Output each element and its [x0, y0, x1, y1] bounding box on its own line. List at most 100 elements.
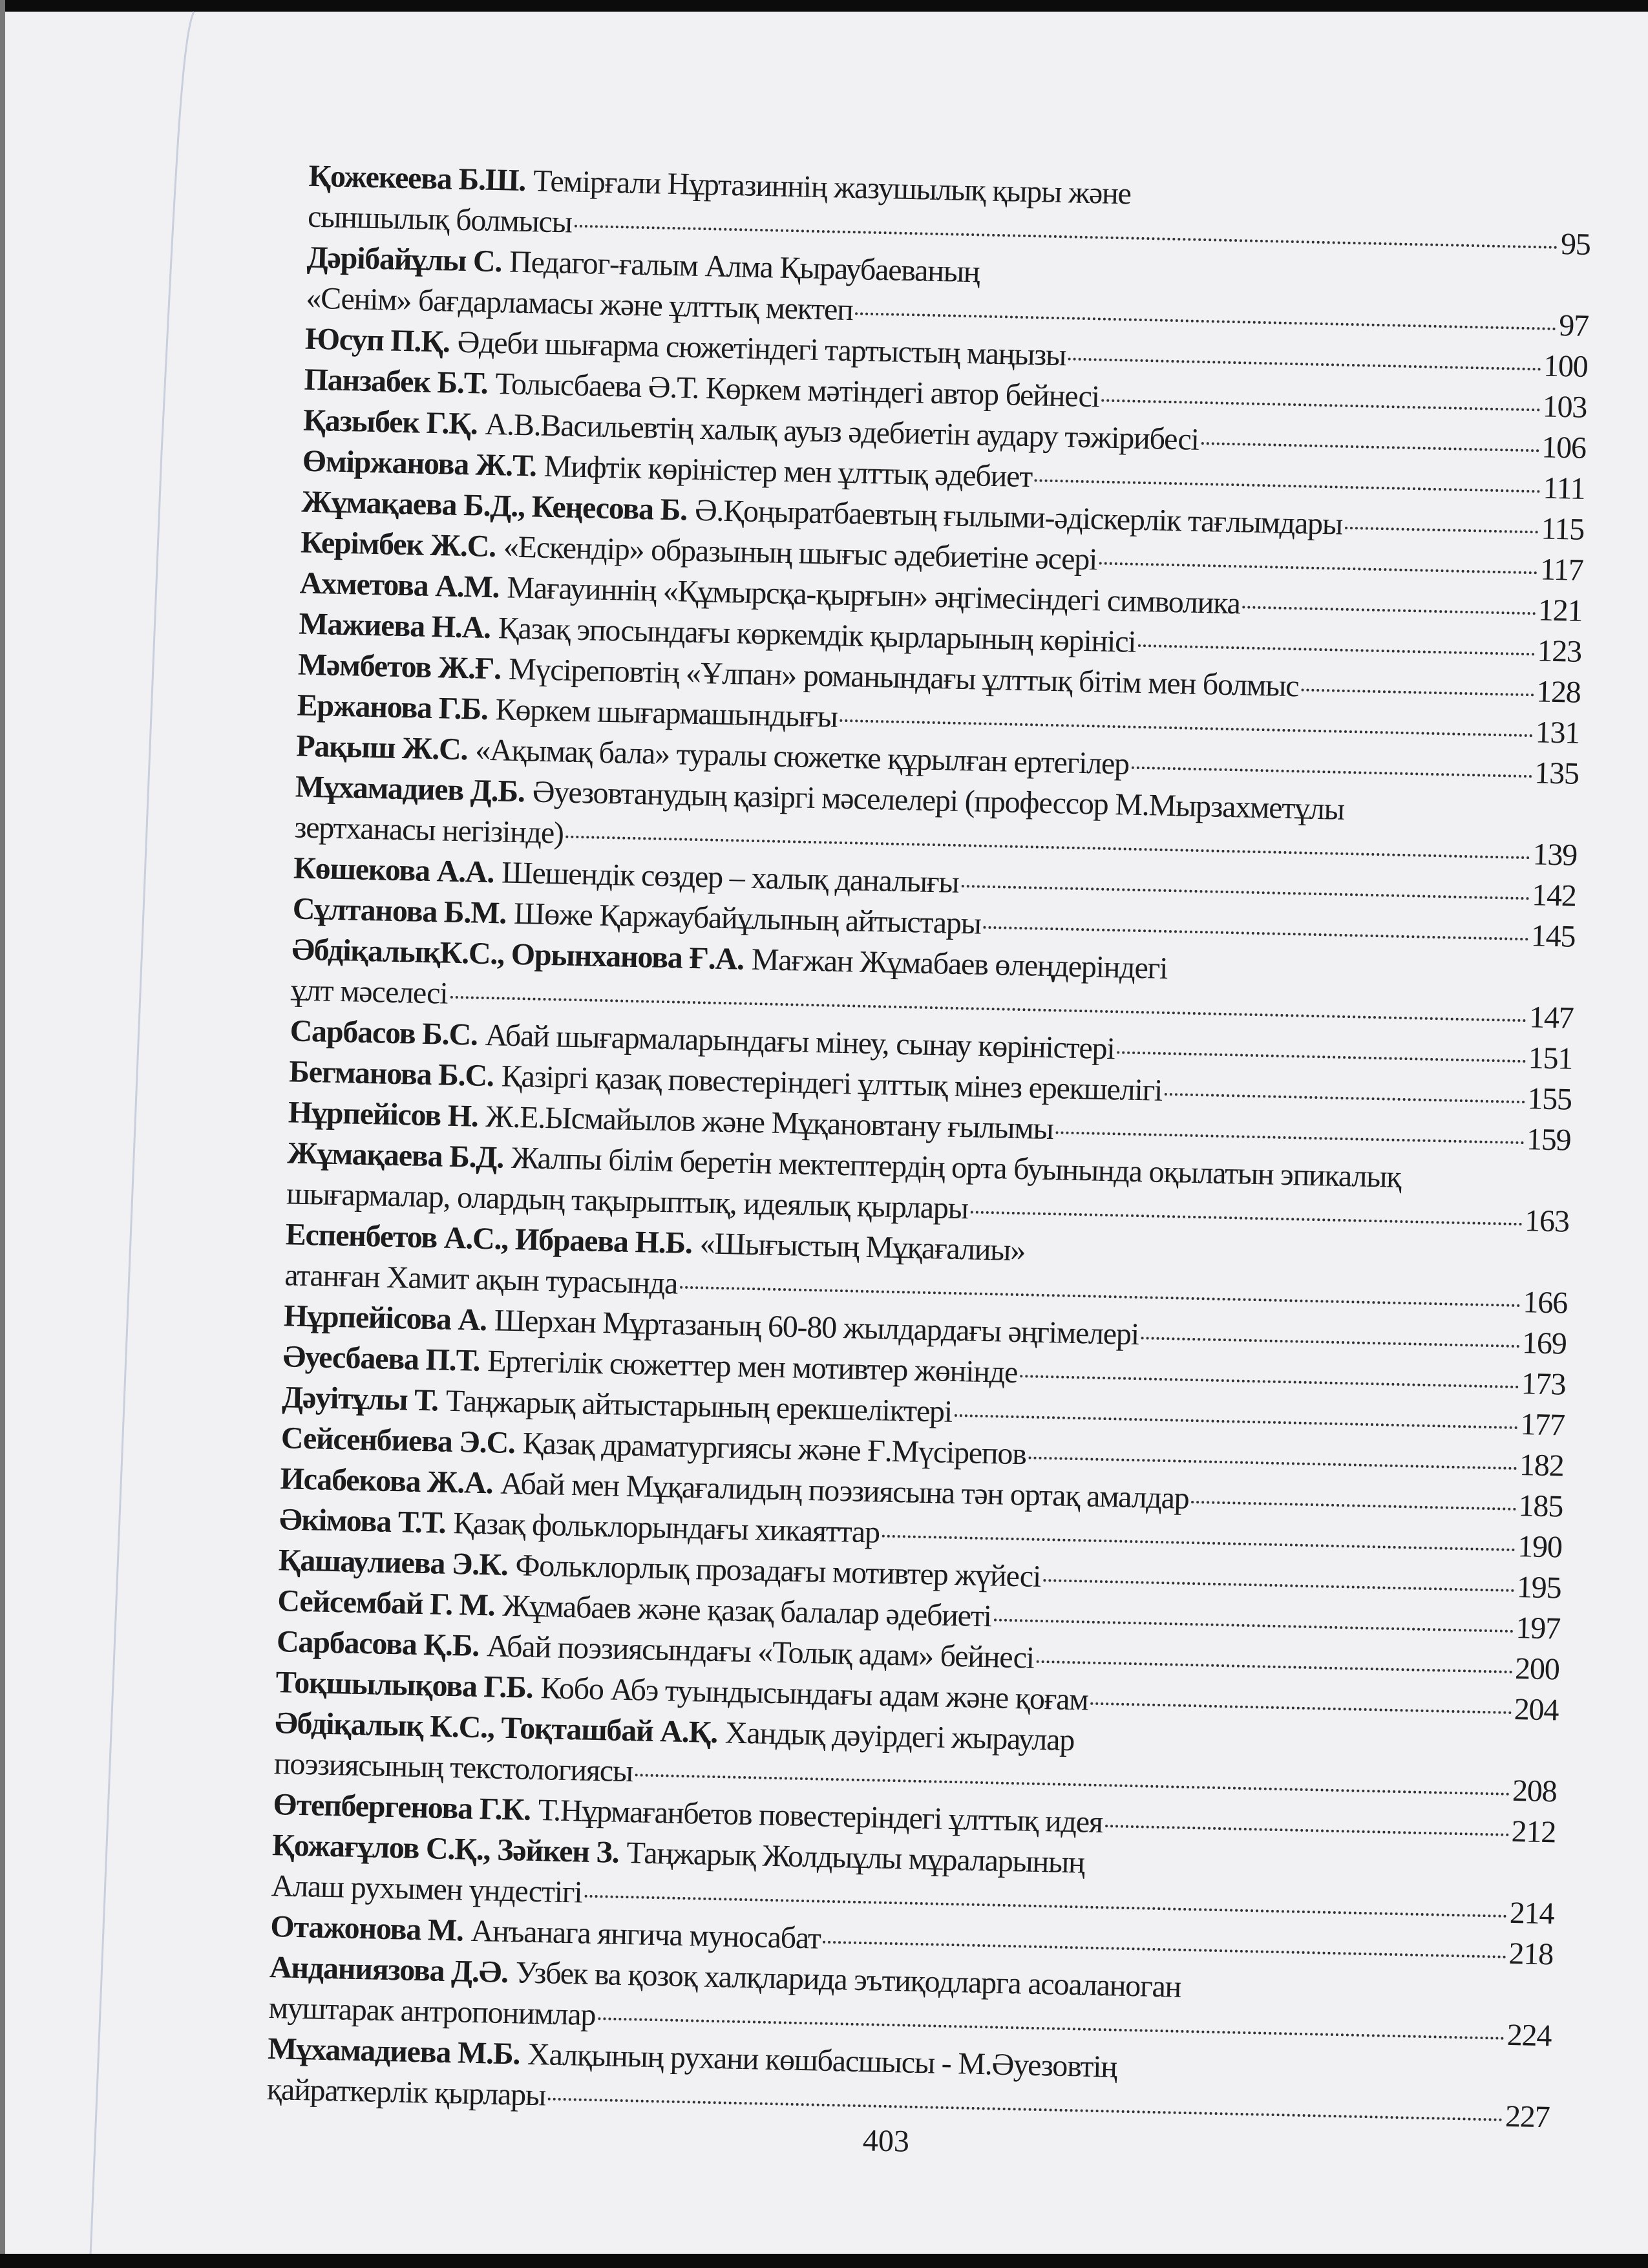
- toc-page-number: 200: [1514, 1651, 1560, 1687]
- toc-author: Сарбасов Б.С.: [290, 1013, 478, 1052]
- toc-author: Көшекова А.А.: [293, 851, 494, 890]
- toc-author: Керімбек Ж.С.: [300, 525, 496, 564]
- toc-title: сыншылық болмысы: [307, 199, 573, 240]
- scan-border-left: [0, 0, 5, 2268]
- dot-leader: [1138, 644, 1535, 656]
- dot-leader: [1141, 1337, 1520, 1348]
- dot-leader: [1068, 357, 1541, 371]
- toc-page-number: 227: [1505, 2099, 1550, 2135]
- toc-page-number: 169: [1521, 1326, 1567, 1361]
- toc-page-number: 131: [1535, 715, 1580, 750]
- toc-page-number: 139: [1532, 837, 1578, 873]
- scan-border-top: [0, 0, 1648, 12]
- toc-author: Мажиева Н.А.: [298, 606, 491, 645]
- dot-leader: [1090, 1702, 1512, 1714]
- toc-page-number: 111: [1543, 471, 1586, 506]
- toc-author: Қазыбек Г.Қ.: [302, 403, 478, 441]
- toc-author: Бегманова Б.С.: [288, 1054, 494, 1094]
- dot-leader: [1036, 1660, 1513, 1673]
- toc-page-number: 224: [1506, 2017, 1552, 2053]
- dot-leader: [1117, 1051, 1526, 1063]
- toc-page-number: 123: [1536, 633, 1582, 669]
- toc-page-number: 218: [1508, 1936, 1554, 1972]
- toc-page-number: 128: [1536, 674, 1581, 710]
- dot-leader: [855, 312, 1557, 330]
- toc-author: Панзабек Б.Т.: [304, 362, 489, 401]
- toc-author: Нұрпейісова А.: [283, 1298, 487, 1338]
- scan-border-bottom: [0, 2254, 1648, 2268]
- dot-leader: [565, 835, 1530, 860]
- dot-leader: [1104, 1825, 1509, 1836]
- toc-author: Әкімова Т.Т.: [279, 1502, 446, 1540]
- toc-author: Отажонова М.: [269, 1909, 464, 1948]
- dot-leader: [970, 1211, 1523, 1226]
- toc-title: «Шығыстың Мұқағалиы»: [699, 1226, 1026, 1268]
- toc-author: Қожағұлов С.Қ., Зәйкен З.: [271, 1828, 620, 1870]
- toc-page-number: 147: [1528, 1000, 1574, 1035]
- toc-author: Исабекова Ж.А.: [279, 1461, 494, 1501]
- toc-author: Мұхамадиев Д.Б.: [295, 769, 525, 809]
- dot-leader: [584, 1894, 1507, 1918]
- toc-author: Жұмақаева Б.Д.: [286, 1136, 504, 1175]
- toc-title: ұлт мәселесі: [290, 973, 449, 1011]
- page-number: 403: [862, 2123, 910, 2159]
- table-of-contents: Қожекеева Б.Ш. Темірғали Нұртазиннің жазу…: [266, 156, 1591, 2138]
- toc-page-number: 159: [1526, 1122, 1572, 1158]
- dot-leader: [983, 926, 1528, 941]
- dot-leader: [1042, 1579, 1514, 1592]
- toc-page-number: 185: [1518, 1489, 1563, 1524]
- toc-author: Мәмбетов Ж.Ғ.: [297, 647, 502, 686]
- dot-leader: [1242, 606, 1536, 615]
- toc-page-number: 103: [1542, 389, 1587, 425]
- toc-page-number: 173: [1521, 1366, 1566, 1402]
- toc-page-number: 214: [1509, 1895, 1554, 1931]
- toc-author: Дәрібайұлы С.: [306, 240, 502, 279]
- dot-leader: [635, 1774, 1510, 1796]
- toc-author: Өміржанова Ж.Т.: [302, 443, 537, 483]
- dot-leader: [1301, 688, 1534, 697]
- toc-page-number: 97: [1558, 308, 1589, 343]
- toc-page-number: 208: [1512, 1773, 1558, 1809]
- toc-page-number: 212: [1511, 1814, 1556, 1850]
- dot-leader: [954, 1414, 1518, 1429]
- dot-leader: [574, 224, 1559, 249]
- dot-leader: [961, 884, 1530, 900]
- toc-page-number: 115: [1540, 511, 1585, 547]
- toc-page-number: 155: [1527, 1081, 1572, 1117]
- toc-page-number: 121: [1537, 593, 1583, 628]
- toc-title: зертханасы негізінде): [293, 810, 564, 851]
- toc-author: Нұрпейісов Н.: [288, 1095, 479, 1134]
- dot-leader: [1201, 441, 1539, 452]
- toc-title: Алаш рухымен үндестігі: [271, 1869, 582, 1910]
- dot-leader: [1131, 766, 1532, 778]
- toc-page-number: 142: [1531, 878, 1577, 913]
- toc-author: Өтепбергенова Г.К.: [272, 1787, 531, 1827]
- toc-title: муштарак антропонимлар: [268, 1991, 596, 2033]
- toc-title: қайраткерлік қырлары: [266, 2072, 546, 2113]
- toc-page-number: 197: [1515, 1610, 1561, 1646]
- toc-title: Анъанага янгича муносабат: [470, 1913, 821, 1956]
- dot-leader: [1019, 1375, 1519, 1388]
- toc-page-number: 182: [1519, 1448, 1565, 1483]
- toc-title: Көркем шығармашындығы: [495, 692, 838, 734]
- dot-leader: [598, 2017, 1505, 2040]
- toc-author: Қожекеева Б.Ш.: [308, 158, 526, 198]
- toc-author: Юсуп П.Қ.: [304, 321, 450, 359]
- dot-leader: [1028, 1456, 1517, 1470]
- toc-author: Мұхамадиева М.Б.: [267, 2031, 520, 2072]
- toc-author: Ахметова А.М.: [299, 566, 500, 605]
- toc-author: Қашаулиева Э.К.: [278, 1543, 509, 1582]
- toc-page-number: 106: [1541, 430, 1587, 465]
- toc-page-number: 204: [1514, 1691, 1559, 1728]
- dot-leader: [1191, 1500, 1516, 1510]
- toc-author: Рақыш Ж.С.: [295, 728, 468, 767]
- toc-page-number: 117: [1539, 552, 1584, 588]
- dot-leader: [823, 1940, 1506, 1958]
- toc-author: Тоқшылықова Г.Б.: [275, 1665, 534, 1705]
- dot-leader: [993, 1618, 1514, 1633]
- dot-leader: [1344, 526, 1539, 534]
- toc-page-number: 195: [1516, 1570, 1561, 1606]
- toc-page-number: 145: [1530, 918, 1576, 954]
- toc-page-number: 163: [1524, 1203, 1570, 1239]
